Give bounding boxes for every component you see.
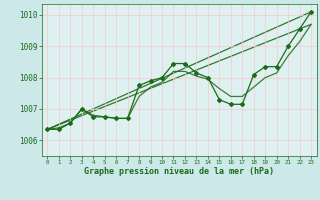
X-axis label: Graphe pression niveau de la mer (hPa): Graphe pression niveau de la mer (hPa)	[84, 167, 274, 176]
